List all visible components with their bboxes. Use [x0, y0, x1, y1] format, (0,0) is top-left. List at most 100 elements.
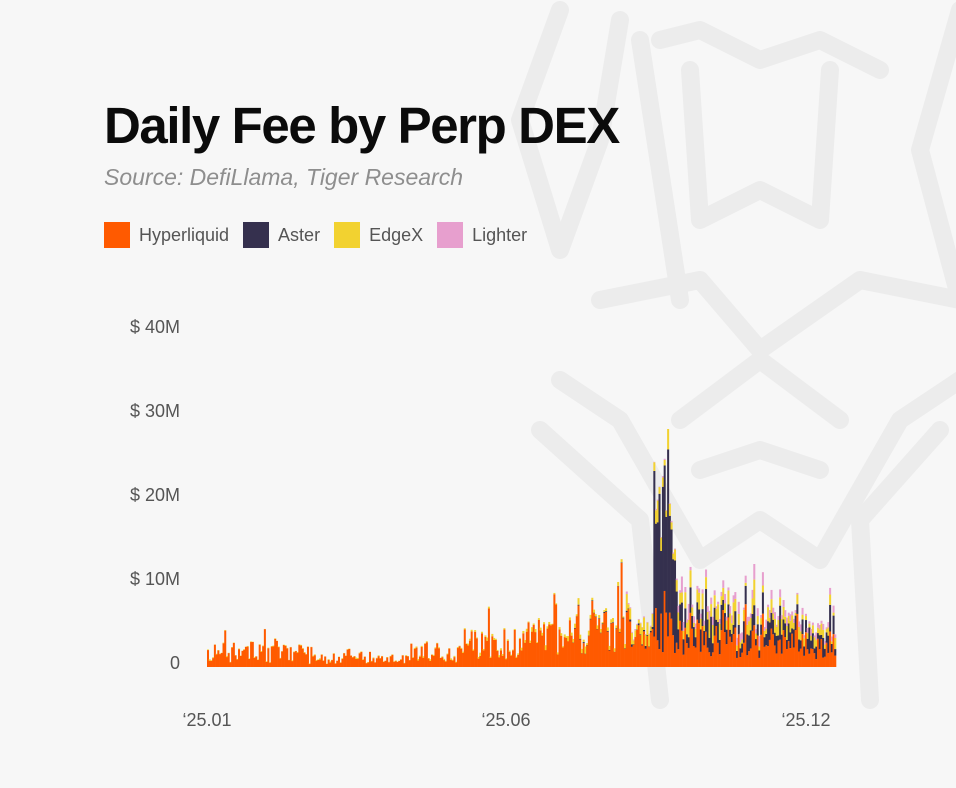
- bar-hyperliquid: [487, 608, 490, 667]
- bar-edgex: [636, 624, 639, 630]
- bar-hyperliquid: [213, 644, 216, 667]
- bar-edgex: [796, 594, 799, 605]
- bar-hyperliquid: [482, 650, 485, 667]
- bar-lighter: [730, 615, 733, 624]
- bar-hyperliquid: [589, 619, 592, 667]
- bar-hyperliquid: [534, 632, 537, 667]
- bar-edgex: [472, 649, 475, 651]
- bar-lighter: [760, 615, 763, 619]
- bar-hyperliquid: [646, 636, 649, 667]
- bar-edgex: [518, 637, 521, 639]
- bar-edgex: [791, 615, 794, 629]
- bar-edgex: [555, 603, 558, 605]
- bar-edgex: [725, 620, 728, 630]
- bar-edgex: [515, 656, 518, 658]
- bar-edgex: [484, 635, 487, 637]
- bar-hyperliquid: [642, 631, 646, 667]
- bar-hyperliquid: [779, 639, 782, 667]
- bar-aster: [734, 611, 737, 628]
- bar-edgex: [679, 592, 682, 605]
- bar-edgex: [446, 653, 449, 655]
- bar-lighter: [729, 606, 732, 614]
- bar-hyperliquid: [767, 646, 770, 667]
- bar-hyperliquid: [400, 659, 403, 667]
- bar-aster: [801, 619, 804, 635]
- bar-hyperliquid: [672, 635, 675, 667]
- bar-lighter: [660, 537, 663, 538]
- bar-edgex: [499, 648, 502, 651]
- bar-edgex: [591, 597, 594, 601]
- bar-hyperliquid: [301, 648, 304, 667]
- bar-hyperliquid: [262, 646, 265, 667]
- bar-hyperliquid: [258, 644, 261, 667]
- bar-aster: [694, 637, 697, 648]
- bar-edgex: [537, 618, 540, 620]
- x-tick-label: ‘25.12: [781, 710, 830, 730]
- bar-edgex: [775, 627, 778, 636]
- bar-edgex: [729, 613, 732, 630]
- bar-lighter: [663, 458, 666, 460]
- bar-edgex: [546, 626, 549, 629]
- bar-lighter: [746, 616, 749, 625]
- bar-lighter: [692, 616, 695, 623]
- bar-hyperliquid: [224, 630, 227, 667]
- bar-aster: [753, 605, 756, 626]
- bar-aster: [579, 638, 582, 640]
- bar-hyperliquid: [394, 661, 397, 667]
- bar-hyperliquid: [505, 659, 508, 667]
- bar-hyperliquid: [286, 648, 289, 667]
- bar-edgex: [360, 651, 363, 652]
- bar-edgex: [530, 627, 533, 632]
- bar-hyperliquid: [294, 651, 297, 667]
- bar-lighter: [703, 620, 706, 626]
- bar-edgex: [367, 661, 370, 663]
- bar-edgex: [818, 629, 821, 636]
- bar-hyperliquid: [329, 662, 332, 667]
- bar-aster: [720, 604, 723, 631]
- bar-edgex: [494, 638, 497, 640]
- bar-edgex: [593, 609, 596, 613]
- bar-aster: [792, 629, 795, 648]
- bar-edgex: [692, 622, 695, 628]
- bar-edgex: [639, 623, 642, 635]
- bar-aster: [820, 634, 823, 640]
- bar-edgex: [699, 618, 702, 630]
- bar-hyperliquid: [489, 657, 492, 667]
- bar-edgex: [717, 604, 720, 623]
- bar-hyperliquid: [406, 656, 409, 667]
- bar-aster: [598, 618, 601, 619]
- bar-hyperliquid: [817, 638, 820, 667]
- bar-hyperliquid: [275, 640, 278, 667]
- bar-aster: [786, 639, 789, 649]
- bar-aster: [705, 589, 708, 632]
- bar-lighter: [715, 606, 718, 609]
- bar-edgex: [425, 641, 428, 643]
- bar-edgex: [503, 628, 506, 630]
- bar-aster: [691, 615, 694, 629]
- bar-edgex: [632, 640, 635, 645]
- bar-hyperliquid: [598, 618, 601, 667]
- bar-aster: [618, 632, 621, 633]
- bar-aster: [761, 592, 764, 614]
- bar-hyperliquid: [250, 642, 253, 667]
- bar-edgex: [682, 631, 685, 640]
- bar-hyperliquid: [703, 645, 706, 667]
- bar-hyperliquid: [667, 636, 670, 667]
- bar-aster: [765, 633, 768, 646]
- bar-hyperliquid: [415, 647, 418, 667]
- bar-aster: [730, 633, 733, 643]
- bar-hyperliquid: [601, 624, 604, 667]
- bar-hyperliquid: [327, 659, 330, 667]
- bar-hyperliquid: [636, 629, 639, 667]
- bar-aster: [594, 616, 597, 617]
- bar-lighter: [825, 627, 828, 630]
- bar-aster: [703, 630, 706, 646]
- bar-hyperliquid: [512, 650, 515, 667]
- legend-label-aster: Aster: [278, 224, 321, 245]
- bar-hyperliquid: [282, 645, 285, 667]
- bar-aster: [706, 619, 709, 648]
- bar-edgex: [625, 594, 628, 611]
- bar-lighter: [627, 603, 630, 605]
- bar-hyperliquid: [723, 632, 727, 667]
- bar-edgex: [541, 632, 544, 636]
